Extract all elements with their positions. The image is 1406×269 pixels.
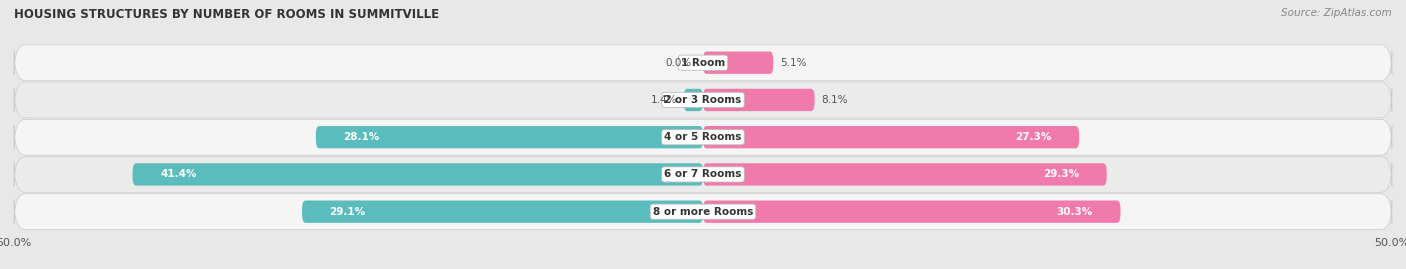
Text: 27.3%: 27.3% [1015,132,1052,142]
Text: Source: ZipAtlas.com: Source: ZipAtlas.com [1281,8,1392,18]
FancyBboxPatch shape [703,89,814,111]
FancyBboxPatch shape [302,200,703,223]
Text: 30.3%: 30.3% [1057,207,1092,217]
Text: 1.4%: 1.4% [651,95,676,105]
Text: 1 Room: 1 Room [681,58,725,68]
Text: 5.1%: 5.1% [780,58,807,68]
FancyBboxPatch shape [14,82,1392,118]
FancyBboxPatch shape [683,89,703,111]
Text: 41.4%: 41.4% [160,169,197,179]
FancyBboxPatch shape [316,126,703,148]
Text: 8.1%: 8.1% [821,95,848,105]
Text: HOUSING STRUCTURES BY NUMBER OF ROOMS IN SUMMITVILLE: HOUSING STRUCTURES BY NUMBER OF ROOMS IN… [14,8,439,21]
FancyBboxPatch shape [703,163,1107,186]
Text: 29.3%: 29.3% [1043,169,1080,179]
FancyBboxPatch shape [703,200,1121,223]
FancyBboxPatch shape [703,52,773,74]
FancyBboxPatch shape [14,45,1392,81]
Text: 4 or 5 Rooms: 4 or 5 Rooms [664,132,742,142]
Text: 6 or 7 Rooms: 6 or 7 Rooms [664,169,742,179]
FancyBboxPatch shape [132,163,703,186]
Text: 8 or more Rooms: 8 or more Rooms [652,207,754,217]
FancyBboxPatch shape [14,119,1392,155]
Text: 28.1%: 28.1% [343,132,380,142]
Text: 2 or 3 Rooms: 2 or 3 Rooms [665,95,741,105]
FancyBboxPatch shape [703,126,1080,148]
Text: 29.1%: 29.1% [329,207,366,217]
Text: 0.0%: 0.0% [665,58,692,68]
FancyBboxPatch shape [14,157,1392,192]
FancyBboxPatch shape [14,194,1392,229]
